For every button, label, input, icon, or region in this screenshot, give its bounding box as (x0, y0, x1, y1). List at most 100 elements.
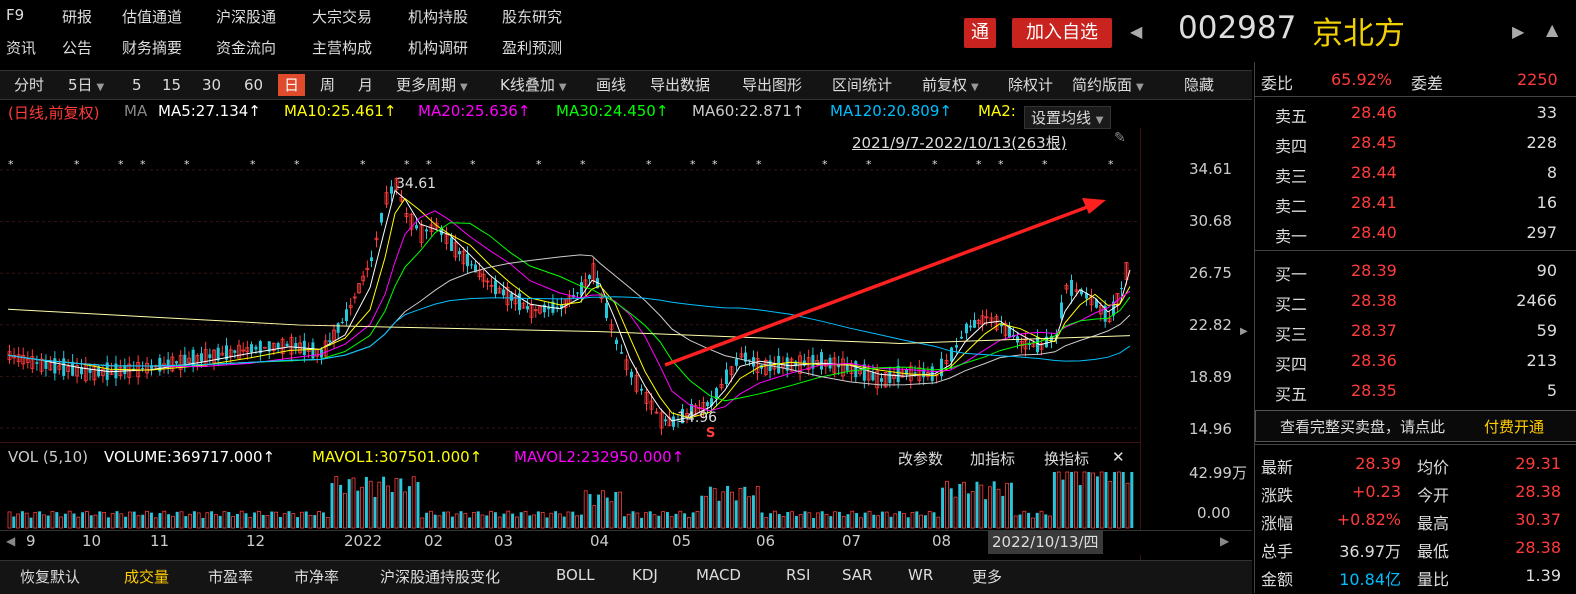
nav-hsgt[interactable]: 沪深股通 (216, 8, 277, 26)
nav-shareholder[interactable]: 股东研究 (502, 8, 563, 26)
bid-level-row[interactable]: 买一 28.39 90 (1255, 257, 1576, 287)
ask-level-row[interactable]: 卖三 28.44 8 (1255, 159, 1576, 189)
hide-button[interactable]: 隐藏 (1184, 76, 1215, 94)
event-marker-icon[interactable]: * (536, 158, 542, 171)
event-marker-icon[interactable]: * (426, 158, 432, 171)
bid-level-row[interactable]: 买二 28.38 2466 (1255, 287, 1576, 317)
pin-icon[interactable]: ✎ (1114, 130, 1126, 146)
next-stock-icon[interactable]: ◀ (1512, 22, 1525, 41)
tab-30min[interactable]: 30 (202, 76, 222, 94)
expand-panel-icon[interactable]: ▶ (1240, 326, 1248, 337)
add-indicator-button[interactable]: 加指标 (970, 450, 1016, 468)
ask-level-row[interactable]: 卖四 28.45 228 (1255, 129, 1576, 159)
event-marker-icon[interactable]: * (646, 158, 652, 171)
tab-weekly[interactable]: 周 (320, 76, 336, 94)
scroll-right-icon[interactable]: ▶ (1220, 534, 1230, 548)
event-marker-icon[interactable]: * (118, 158, 124, 171)
nav-capital-flow[interactable]: 资金流向 (216, 39, 277, 57)
forward-adjust[interactable]: 前复权 ▼ (922, 74, 979, 96)
tab-monthly[interactable]: 月 (358, 76, 374, 94)
tab-sar[interactable]: SAR (842, 566, 873, 584)
event-marker-icon[interactable]: * (712, 158, 718, 171)
event-marker-icon[interactable]: * (580, 158, 586, 171)
tab-hsgt-holding[interactable]: 沪深股通持股变化 (380, 568, 501, 586)
event-marker-icon[interactable]: * (1108, 158, 1114, 171)
event-marker-icon[interactable]: * (1042, 158, 1048, 171)
event-marker-icon[interactable]: * (690, 158, 696, 171)
event-marker-icon[interactable]: * (140, 158, 146, 171)
tab-60min[interactable]: 60 (244, 76, 264, 94)
event-marker-icon[interactable]: * (8, 158, 14, 171)
tab-pe[interactable]: 市盈率 (208, 568, 254, 586)
change-params-button[interactable]: 改参数 (898, 450, 944, 468)
event-marker-icon[interactable]: * (998, 158, 1004, 171)
tab-5day[interactable]: 5日 ▼ (68, 74, 104, 96)
ex-rights-button[interactable]: 除权计 (1008, 76, 1054, 94)
export-chart-button[interactable]: 导出图形 (742, 76, 803, 94)
tab-boll[interactable]: BOLL (556, 566, 595, 584)
tab-reset-default[interactable]: 恢复默认 (20, 568, 81, 586)
quote-row: 总手 36.97万 最低 28.38 (1255, 534, 1576, 564)
tab-pb[interactable]: 市净率 (294, 568, 340, 586)
event-marker-icon[interactable]: * (932, 158, 938, 171)
tab-more[interactable]: 更多 (972, 568, 1003, 586)
more-icon[interactable]: ▲ (1546, 20, 1559, 39)
range-stats-button[interactable]: 区间统计 (832, 76, 893, 94)
ask-level-row[interactable]: 卖一 28.40 297 (1255, 219, 1576, 249)
event-marker-icon[interactable]: * (470, 158, 476, 171)
kline-chart[interactable]: * * * * * * * * * * * * * * * * * * * * * * * * (0, 150, 1252, 440)
nav-f9[interactable]: F9 (6, 6, 25, 24)
nav-news[interactable]: 资讯 (6, 39, 37, 57)
tong-badge[interactable]: 通 (964, 18, 996, 48)
nav-valuation[interactable]: 估值通道 (122, 8, 183, 26)
tab-wr[interactable]: WR (908, 566, 934, 584)
ask-level-row[interactable]: 卖五 28.46 33 (1255, 99, 1576, 129)
switch-indicator-button[interactable]: 换指标 (1044, 450, 1090, 468)
nav-block-trade[interactable]: 大宗交易 (312, 8, 373, 26)
add-watchlist-button[interactable]: 加入自选 (1012, 18, 1112, 48)
close-icon[interactable]: ✕ (1112, 448, 1125, 466)
full-book-button[interactable]: 查看完整买卖盘，请点此 付费开通 (1255, 410, 1576, 442)
more-periods[interactable]: 更多周期 ▼ (396, 74, 468, 96)
event-marker-icon[interactable]: * (822, 158, 828, 171)
kline-overlay[interactable]: K线叠加 ▼ (500, 74, 567, 96)
tab-volume[interactable]: 成交量 (124, 568, 170, 586)
ma-settings-button[interactable]: 设置均线 ▼ (1024, 106, 1111, 129)
prev-stock-icon[interactable]: ◀ (1130, 22, 1143, 41)
event-marker-icon[interactable]: * (250, 158, 256, 171)
tab-5min[interactable]: 5 (132, 76, 142, 94)
tab-intraday[interactable]: 分时 (14, 76, 45, 94)
event-marker-icon[interactable]: * (184, 158, 190, 171)
nav-financial[interactable]: 财务摘要 (122, 39, 183, 57)
ask-level-row[interactable]: 卖二 28.41 16 (1255, 189, 1576, 219)
bid-level-row[interactable]: 买三 28.37 59 (1255, 317, 1576, 347)
event-marker-icon[interactable]: * (74, 158, 80, 171)
tab-rsi[interactable]: RSI (786, 566, 811, 584)
volume-chart[interactable] (0, 470, 1140, 530)
volume-bar (12, 516, 16, 528)
nav-inst-holding[interactable]: 机构持股 (408, 8, 469, 26)
event-marker-icon[interactable]: * (976, 158, 982, 171)
nav-announcement[interactable]: 公告 (62, 39, 93, 57)
event-marker-icon[interactable]: * (756, 158, 762, 171)
export-data-button[interactable]: 导出数据 (650, 76, 711, 94)
event-marker-icon[interactable]: * (866, 158, 872, 171)
bid-level-row[interactable]: 买四 28.36 213 (1255, 347, 1576, 377)
bid-level-row[interactable]: 买五 28.35 5 (1255, 377, 1576, 407)
nav-research[interactable]: 研报 (62, 8, 93, 26)
nav-business[interactable]: 主营构成 (312, 39, 373, 57)
tab-macd[interactable]: MACD (696, 566, 741, 584)
nav-inst-research[interactable]: 机构调研 (408, 39, 469, 57)
event-marker-icon[interactable]: * (360, 158, 366, 171)
scroll-left-icon[interactable]: ◀ (6, 534, 16, 548)
paid-unlock-link[interactable]: 付费开通 (1484, 418, 1545, 436)
nav-forecast[interactable]: 盈利预测 (502, 39, 563, 57)
tab-daily[interactable]: 日 (278, 74, 306, 96)
tab-15min[interactable]: 15 (162, 76, 182, 94)
volume-bar (592, 505, 597, 529)
event-marker-icon[interactable]: * (294, 158, 300, 171)
tab-kdj[interactable]: KDJ (632, 566, 658, 584)
draw-line-button[interactable]: 画线 (596, 76, 627, 94)
simple-layout[interactable]: 简约版面 ▼ (1072, 74, 1144, 96)
event-marker-icon[interactable]: * (404, 158, 410, 171)
